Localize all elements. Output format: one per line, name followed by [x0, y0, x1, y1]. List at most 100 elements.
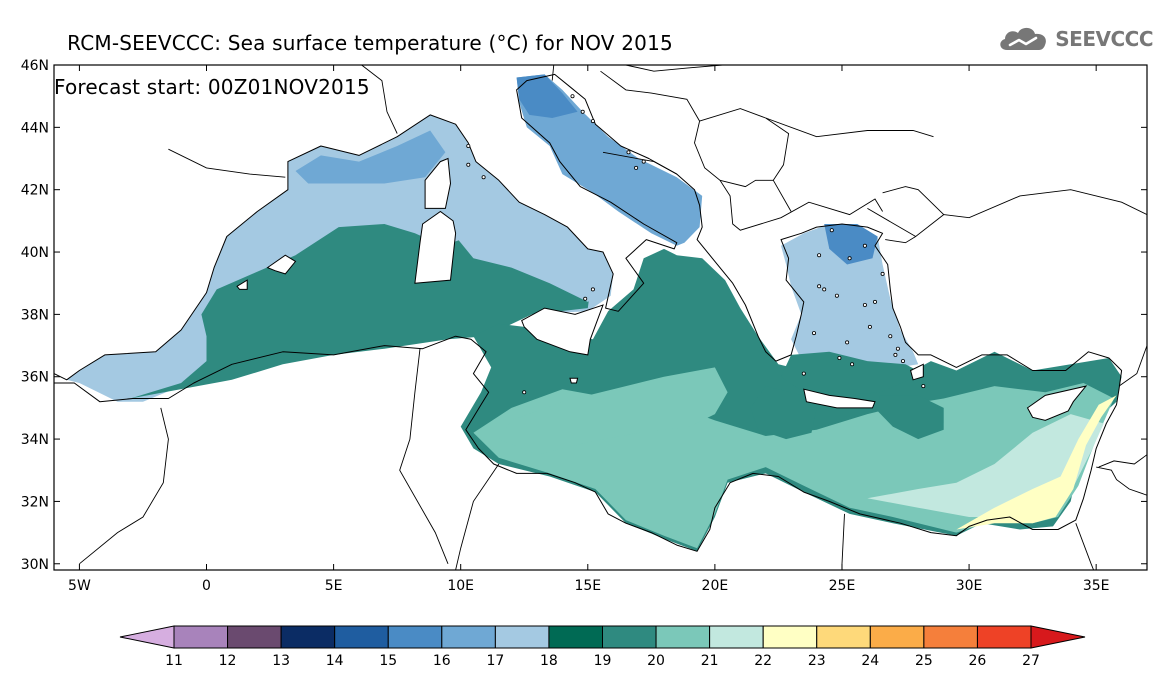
sea-region-tyrrhenian-sea: [453, 164, 611, 302]
small-island-18: [901, 359, 906, 364]
lon-tick-label: 30E: [956, 578, 983, 594]
small-island-13: [829, 228, 834, 233]
small-island-28: [570, 94, 575, 99]
colorbar-box: [227, 625, 282, 649]
colorbar-label: 23: [808, 653, 826, 669]
small-island-11: [862, 243, 867, 248]
small-island-4: [867, 324, 872, 329]
temperature-colorbar: 11 12 13 14 15 16 17 18 19 20 21 22 23 24 25 26 27: [119, 625, 1086, 669]
small-island-14: [895, 346, 900, 351]
colorbar-box: [173, 625, 229, 649]
lon-tick-label: 25E: [829, 578, 856, 594]
small-island-32: [801, 371, 806, 376]
island-malta: [569, 377, 579, 384]
island-corsica: [424, 157, 452, 209]
lat-tick-label: 44N: [21, 120, 49, 136]
small-island-21: [590, 287, 595, 292]
island-rhodes: [910, 363, 924, 381]
sea-region-cretan-sea: [781, 351, 924, 396]
border-15: [719, 179, 774, 188]
sea-region-ionian-cold-core: [750, 386, 817, 440]
colorbar-label: 20: [647, 653, 665, 669]
colorbar-box: [762, 625, 818, 649]
colorbar-label: 26: [969, 653, 987, 669]
island-cyprus: [1026, 385, 1088, 421]
small-island-10: [847, 256, 852, 261]
border-10: [551, 65, 555, 81]
small-island-25: [641, 159, 646, 164]
lon-tick-label: 20E: [702, 578, 729, 594]
small-island-1: [845, 340, 850, 345]
colorbar-under-arrow: [119, 625, 175, 649]
border-18: [765, 117, 934, 138]
lon-tick-label: 5W: [68, 578, 91, 594]
small-island-5: [873, 299, 878, 304]
border-11: [600, 70, 883, 231]
colorbar-box: [494, 625, 550, 649]
sea-temperature-field: [66, 74, 1122, 552]
small-island-16: [888, 334, 893, 339]
small-island-24: [626, 150, 631, 155]
colorbar-label: 21: [701, 653, 719, 669]
colorbar-box: [602, 625, 657, 649]
border-16: [699, 108, 766, 122]
island-sardinia: [414, 210, 457, 284]
colorbar-label: 22: [754, 653, 772, 669]
colorbar-box: [334, 625, 389, 649]
small-island-12: [880, 271, 885, 276]
colorbar-label: 27: [1022, 653, 1040, 669]
small-island-15: [893, 352, 898, 357]
small-island-31: [466, 143, 471, 148]
border-6: [1118, 345, 1147, 387]
colorbar-box: [280, 625, 336, 649]
colorbar-label: 17: [486, 653, 504, 669]
lat-tick-label: 42N: [21, 183, 49, 199]
sea-region-rhodes-gyre: [877, 395, 944, 440]
border-17: [625, 65, 741, 72]
small-island-8: [822, 287, 827, 292]
lat-tick-label: 32N: [21, 494, 49, 510]
border-1: [399, 348, 449, 564]
border-5: [1098, 454, 1147, 468]
lon-tick-label: 35E: [1083, 578, 1110, 594]
island-crete: [803, 388, 876, 409]
border-3: [841, 513, 845, 570]
border-19: [867, 189, 1147, 238]
colorbar-label: 11: [165, 653, 183, 669]
small-island-20: [522, 390, 527, 395]
colorbar-box: [976, 625, 1032, 649]
colorbar-box: [869, 625, 925, 649]
colorbar-box: [441, 625, 496, 649]
small-island-22: [583, 296, 588, 301]
colorbar-box: [923, 625, 978, 649]
sea-region-levantine-hottest: [956, 395, 1117, 530]
colorbar-label: 18: [540, 653, 558, 669]
island-mallorca: [266, 254, 297, 275]
sea-region-adriatic-sea: [516, 74, 703, 246]
lat-tick-label: 38N: [21, 307, 49, 323]
border-4: [1075, 523, 1095, 570]
small-island-27: [580, 109, 585, 114]
small-island-29: [466, 162, 471, 167]
border-2: [455, 463, 500, 570]
colorbar-label: 14: [326, 653, 344, 669]
longitude-axis: 5W 0 5E 10E 15E 20E 25E 30E 35E: [68, 65, 1109, 594]
colorbar-label: 12: [219, 653, 237, 669]
colorbar-box: [548, 625, 603, 649]
coastlines: [54, 73, 1123, 552]
lat-tick-label: 34N: [21, 432, 49, 448]
cloud-icon: [997, 24, 1051, 54]
border-9: [361, 65, 398, 134]
sea-region-north-aegean: [824, 224, 878, 265]
small-islands: [466, 94, 926, 395]
border-20: [885, 236, 916, 244]
border-8: [168, 148, 286, 178]
small-island-26: [590, 119, 595, 124]
island-sicily: [521, 304, 604, 356]
sea-region-north-adriatic: [516, 74, 578, 118]
colorbar-label: 16: [433, 653, 451, 669]
small-island-6: [862, 302, 867, 307]
map-frame: [53, 64, 1148, 571]
small-island-0: [812, 331, 817, 336]
sea-region-ligurian-sea: [295, 130, 446, 184]
